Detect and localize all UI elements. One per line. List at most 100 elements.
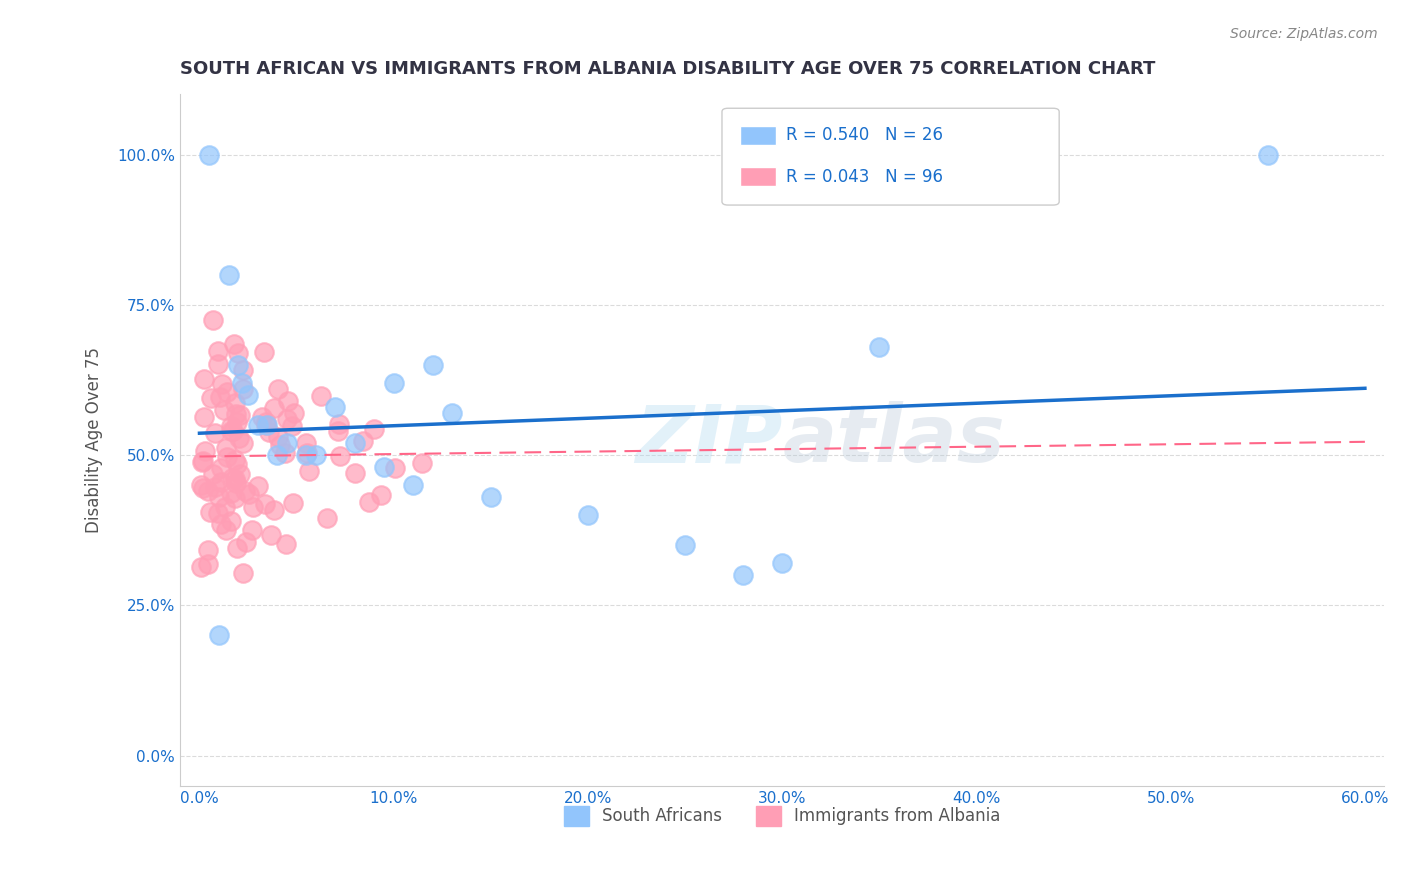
Point [236,388,259,402]
Point [253,497,276,511]
Point [217,450,239,464]
Point [276,436,298,450]
Point [256,418,278,433]
Point [209,516,232,531]
Point [201,467,224,481]
Legend: South Africans, Immigrants from Albania: South Africans, Immigrants from Albania [557,799,1007,833]
FancyBboxPatch shape [740,126,776,145]
Point [238,487,260,501]
Point [267,430,290,444]
Text: atlas: atlas [782,401,1005,479]
Point [770,557,793,571]
Point [202,313,225,327]
Point [228,431,250,445]
Point [326,424,349,438]
Point [194,444,217,458]
Point [411,456,433,470]
Point [191,482,214,496]
Point [422,358,444,372]
FancyBboxPatch shape [721,108,1059,205]
Point [266,448,288,462]
Point [209,390,232,404]
Point [233,483,256,498]
Point [402,478,425,492]
Point [226,415,249,429]
Point [198,505,221,519]
Point [384,461,406,475]
Point [197,543,219,558]
Point [344,466,367,480]
Point [225,476,247,491]
Point [254,417,277,432]
Point [242,500,264,515]
Point [235,535,257,549]
Point [193,371,215,385]
Point [224,453,246,467]
Point [200,392,222,406]
Point [276,537,298,551]
Text: SOUTH AFRICAN VS IMMIGRANTS FROM ALBANIA DISABILITY AGE OVER 75 CORRELATION CHAR: SOUTH AFRICAN VS IMMIGRANTS FROM ALBANIA… [180,60,1156,78]
Point [190,478,212,492]
Point [224,472,246,486]
Point [212,403,235,417]
Point [190,559,212,574]
Point [281,418,304,433]
Point [222,424,245,438]
Point [193,410,215,425]
Point [197,558,219,572]
Point [229,467,252,481]
Point [226,457,249,471]
Point [214,500,236,514]
Point [240,523,263,537]
Point [295,448,318,462]
Point [343,436,366,450]
Point [219,514,242,528]
Point [250,409,273,424]
Point [221,470,243,484]
Point [328,417,350,431]
Point [1257,147,1279,161]
Point [305,448,328,462]
Point [211,376,233,391]
Point [254,415,277,429]
Point [221,486,243,500]
Point [215,523,238,537]
Point [226,345,249,359]
Point [357,494,380,508]
Point [209,460,232,475]
Point [315,510,337,524]
Point [209,475,232,489]
Point [208,628,231,642]
Point [673,538,696,552]
Point [294,435,316,450]
Point [229,409,252,423]
Point [733,568,755,582]
Point [228,358,250,372]
Point [269,438,291,452]
Y-axis label: Disability Age Over 75: Disability Age Over 75 [86,347,103,533]
Point [198,147,221,161]
Point [218,268,240,282]
Point [231,382,253,396]
Text: ZIP: ZIP [636,401,782,479]
Point [267,382,290,396]
Point [352,434,374,448]
Point [274,446,297,460]
Point [277,393,299,408]
Point [207,357,229,371]
Point [260,528,283,542]
Point [193,454,215,468]
Point [868,340,890,354]
Point [231,376,253,390]
Point [325,400,347,414]
FancyBboxPatch shape [740,167,776,186]
Point [207,344,229,359]
Point [370,487,392,501]
Point [298,464,321,478]
Point [224,396,246,410]
Point [479,490,502,504]
Point [191,455,214,469]
Point [225,407,247,421]
Point [224,491,246,505]
Point [576,508,599,523]
